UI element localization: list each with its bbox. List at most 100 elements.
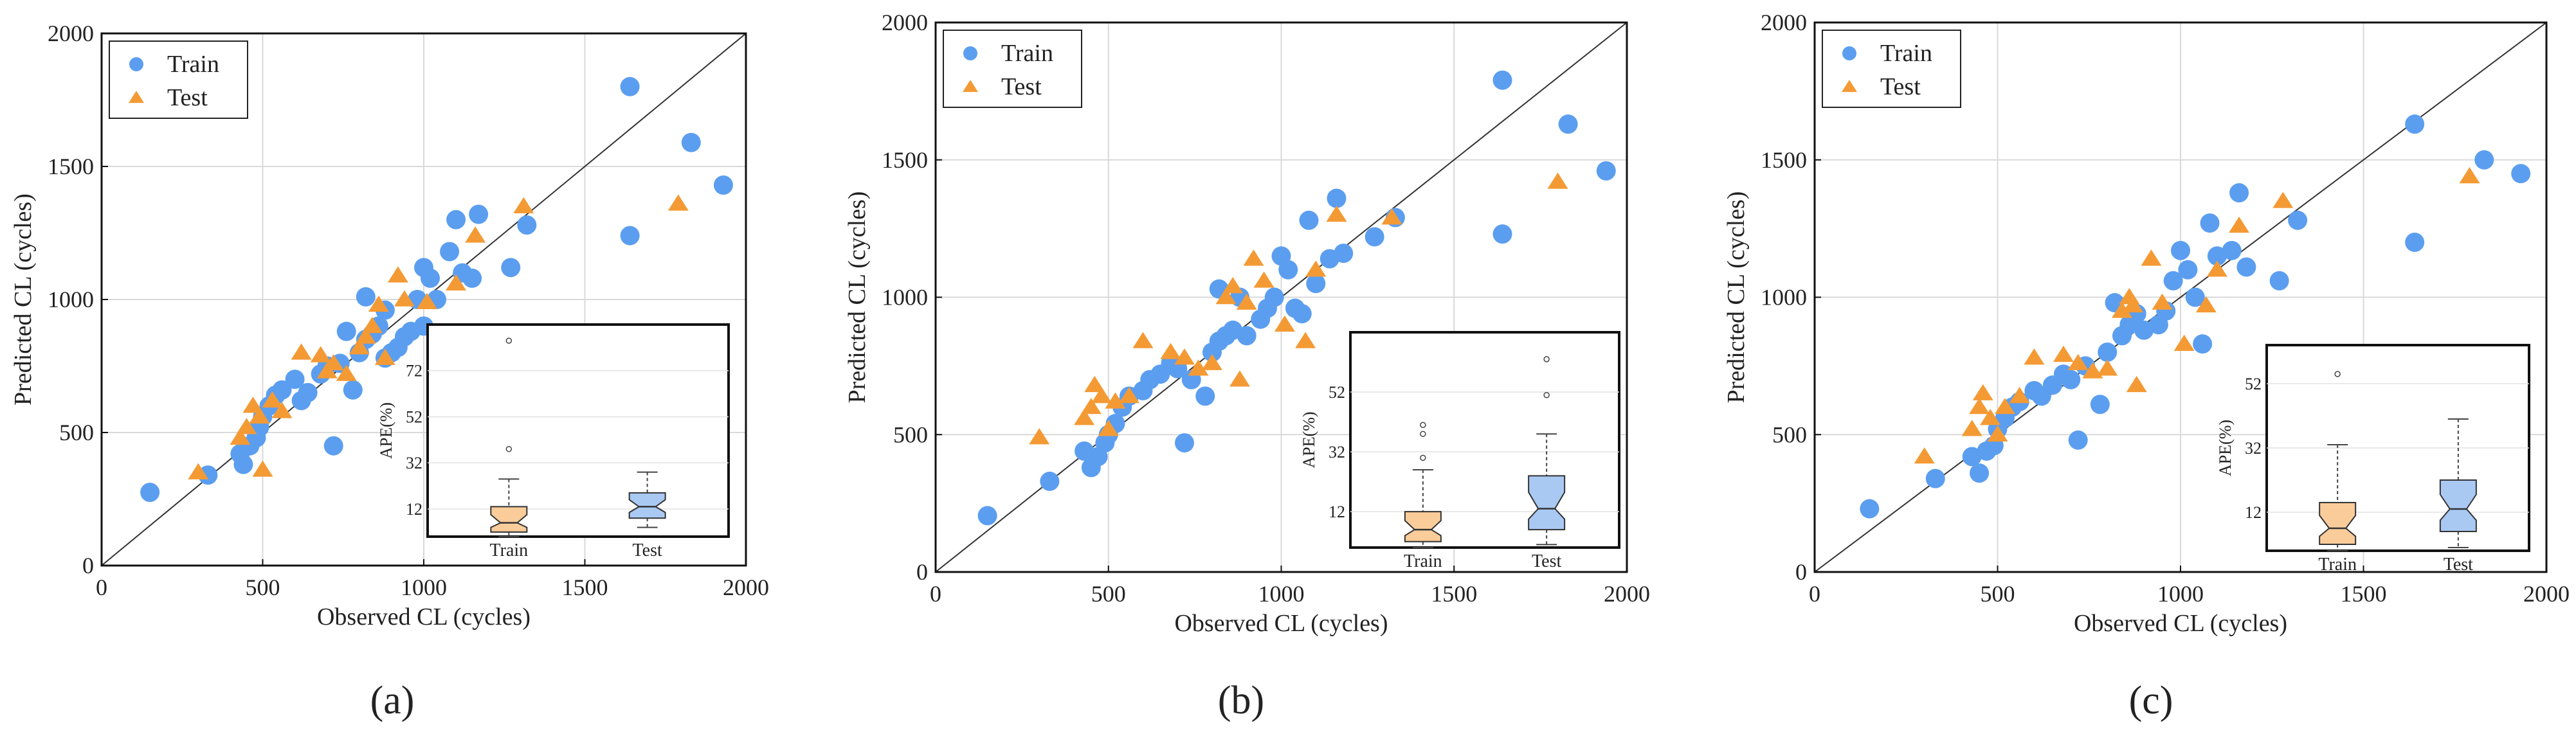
panel-label: (c)	[2129, 679, 2173, 722]
x-tick-label: 500	[1981, 581, 2015, 607]
test-point	[1084, 375, 1105, 393]
legend-test-marker	[1842, 80, 1857, 93]
y-tick-label: 2000	[1761, 10, 1807, 35]
inset-y-ticks: 12 32 52 72	[406, 362, 422, 519]
train-point	[1925, 469, 1945, 488]
test-point	[291, 343, 312, 360]
train-point	[2405, 114, 2425, 134]
test-point	[2024, 348, 2045, 365]
test-point	[230, 428, 251, 445]
train-point	[356, 287, 376, 307]
legend: Train Test	[943, 30, 1082, 108]
train-point	[501, 258, 521, 278]
test-point	[1914, 447, 1935, 464]
y-tick-label: 1000	[48, 287, 94, 312]
test-point	[1547, 172, 1568, 189]
legend-test-label: Test	[1001, 73, 1042, 100]
train-point	[2222, 240, 2242, 260]
train-point	[681, 132, 701, 152]
inset-box	[2319, 502, 2357, 545]
train-point	[2511, 164, 2531, 184]
plot-area	[100, 32, 747, 567]
test-point	[1160, 343, 1181, 359]
x-tick-label: 2000	[2523, 581, 2570, 607]
legend-box	[109, 40, 248, 119]
train-point	[2207, 246, 2227, 266]
x-axis-label: Observed CL (cycles)	[317, 603, 531, 630]
test-point	[2053, 345, 2074, 362]
train-point	[1962, 447, 1982, 467]
test-point	[310, 346, 331, 362]
train-point	[343, 380, 363, 400]
x-tick-label: 0	[96, 575, 107, 600]
inset-category-label: Train	[2318, 555, 2357, 575]
test-point	[2152, 293, 2173, 310]
test-point	[1236, 293, 1257, 310]
test-point	[361, 317, 383, 334]
test-point	[2009, 387, 2030, 404]
train-point	[469, 204, 489, 224]
test-point	[1105, 392, 1126, 409]
inset-category-label: Test	[633, 540, 662, 560]
y-tick-label: 1500	[882, 147, 928, 173]
train-point	[2185, 287, 2205, 307]
inset-y-tick-label: 52	[2245, 375, 2262, 393]
train-point	[1040, 471, 1060, 491]
inset-category-label: Test	[1532, 551, 1561, 571]
panel-label: (b)	[1218, 679, 1264, 722]
x-tick-label: 500	[1091, 581, 1126, 607]
x-tick-labels: 0 500 1000 1500 2000	[1809, 581, 2570, 607]
x-tick-label: 1000	[1258, 581, 1305, 607]
test-point	[2272, 192, 2294, 208]
train-point	[1365, 227, 1384, 247]
test-point	[1961, 420, 1982, 436]
legend-test-label: Test	[1880, 73, 1921, 100]
legend-box	[1822, 30, 1961, 108]
test-point	[2459, 167, 2480, 184]
train-point	[620, 76, 640, 96]
test-point	[1243, 249, 1264, 266]
inset-outlier	[505, 337, 512, 344]
test-point	[252, 460, 273, 477]
train-point	[2405, 233, 2425, 252]
inset-y-tick-label: 32	[406, 454, 422, 472]
train-point	[1278, 260, 1298, 280]
test-point	[336, 364, 357, 381]
inset-box	[628, 492, 666, 519]
legend-train-marker	[963, 46, 977, 60]
train-point	[1970, 463, 1990, 483]
legend: Train Test	[1822, 30, 1961, 108]
y-axis-label: Predicted CL (cycles)	[1723, 192, 1750, 404]
legend-test-label: Test	[167, 84, 208, 111]
test-point	[417, 292, 438, 309]
x-tick-label: 1500	[562, 575, 608, 600]
inset-y-tick-label: 52	[406, 407, 422, 426]
test-point	[2067, 353, 2089, 370]
test-point	[1188, 359, 1209, 376]
x-tick-label: 500	[246, 575, 280, 600]
test-point	[1119, 387, 1139, 404]
train-point	[1558, 114, 1578, 134]
test-point	[355, 327, 376, 344]
test-point	[271, 402, 293, 418]
test-point	[1132, 332, 1154, 348]
legend-test-marker	[129, 91, 144, 103]
test-point	[249, 407, 270, 424]
panel-b: Train Test 0 500 1000 1500 2000 0 500 10…	[844, 10, 1650, 722]
train-point	[285, 370, 305, 389]
x-tick-label: 1000	[401, 575, 447, 600]
test-point	[667, 194, 689, 211]
train-point	[1492, 70, 1512, 90]
test-point	[1381, 208, 1402, 225]
x-tick-label: 1500	[2341, 581, 2387, 607]
inset-y-axis-label: APE(%)	[2216, 420, 2235, 476]
x-tick-labels: 0 500 1000 1500 2000	[96, 575, 769, 600]
inset-frame	[426, 323, 730, 538]
test-point	[1980, 409, 2001, 425]
train-point	[2236, 257, 2256, 277]
test-point	[1229, 370, 1250, 387]
panel-a: Train Test 0 500 1000 1500 2000 0 500 10…	[10, 21, 769, 722]
train-point	[713, 175, 733, 195]
